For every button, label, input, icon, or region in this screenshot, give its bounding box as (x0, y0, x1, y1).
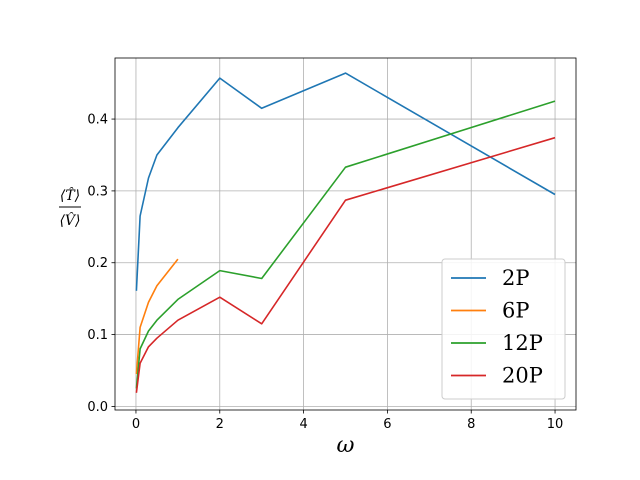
y-tick-label: 0.0 (87, 400, 108, 415)
legend: 2P 6P 12P 20P (441, 258, 566, 400)
legend-label-12p: 12P (502, 331, 543, 355)
x-tick-label: 10 (547, 417, 564, 432)
y-tick-label: 0.2 (87, 256, 108, 271)
x-axis-label: ω (337, 433, 355, 458)
y-axis-label: ⟨T̂⟩ ⟨V̂⟩ (59, 186, 81, 229)
y-axis-label-numerator: ⟨T̂⟩ (60, 186, 80, 204)
x-tick-label: 6 (383, 417, 391, 432)
legend-label-2p: 2P (502, 266, 530, 290)
x-tick-label: 8 (467, 417, 475, 432)
series-lines (135, 72, 556, 393)
legend-label-20p: 20P (502, 364, 543, 388)
y-tick-label: 0.4 (87, 113, 108, 128)
x-tick-label: 0 (132, 417, 140, 432)
legend-label-6p: 6P (502, 299, 530, 323)
y-axis: 0.0 0.1 0.2 0.3 0.4 (87, 113, 115, 415)
y-tick-label: 0.3 (87, 184, 108, 199)
grid-lines (115, 58, 576, 410)
x-tick-label: 2 (216, 417, 224, 432)
series-line-2p (135, 72, 556, 291)
plot-frame (114, 57, 577, 411)
legend-box (441, 258, 566, 400)
series-line-20p (135, 136, 556, 393)
y-axis-label-denominator: ⟨V̂⟩ (59, 211, 80, 229)
series-line-12p (135, 100, 556, 389)
series-line-6p (135, 258, 179, 375)
y-tick-label: 0.1 (87, 328, 108, 343)
x-axis: 0 2 4 6 8 10 (132, 410, 564, 432)
x-tick-label: 4 (299, 417, 307, 432)
